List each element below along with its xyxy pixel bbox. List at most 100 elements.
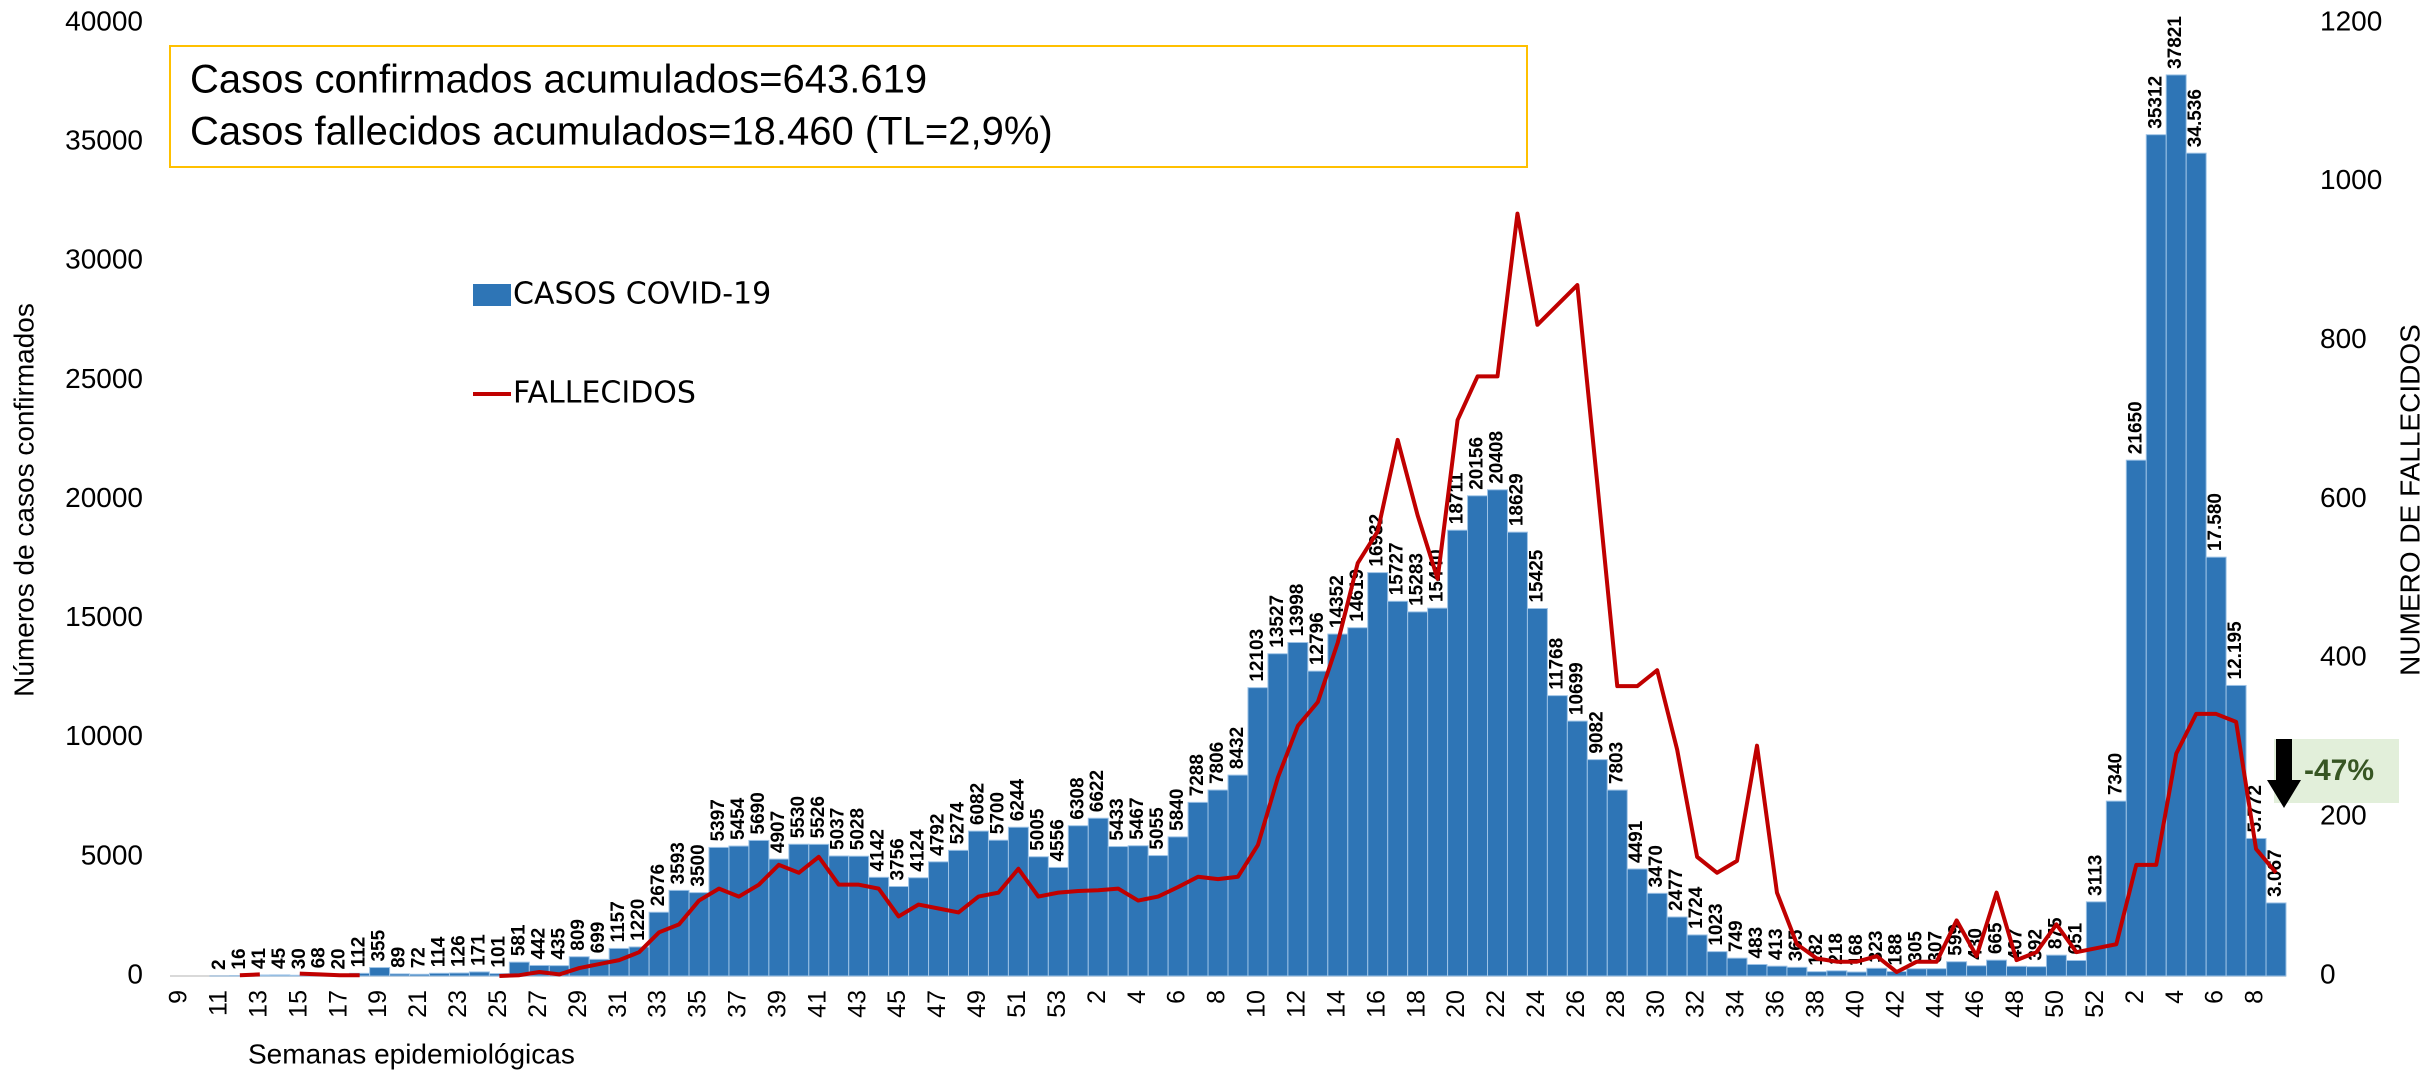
bar — [2065, 959, 2087, 977]
change-label: -47% — [2304, 754, 2374, 787]
value-label: 13998 — [1287, 584, 1308, 637]
value-label: 21650 — [2125, 401, 2146, 454]
x-tick-label: 2 — [2121, 990, 2149, 1004]
bar — [1786, 966, 1808, 977]
bar — [369, 967, 391, 977]
value-label: 7340 — [2105, 753, 2126, 795]
value-label: 5690 — [748, 792, 769, 834]
x-tick-label: 39 — [763, 990, 791, 1018]
bar — [1586, 759, 1608, 977]
bar — [1007, 826, 1029, 977]
x-tick-label: 17 — [324, 990, 352, 1018]
y2-tick-label: 600 — [2320, 482, 2367, 513]
x-tick-label: 22 — [1482, 990, 1510, 1018]
value-label: 30 — [289, 948, 310, 969]
x-tick-label: 32 — [1682, 990, 1710, 1018]
annotation: Casos fallecidos acumulados=18.460 (TL=2… — [190, 110, 1053, 154]
value-label: 305 — [1906, 931, 1927, 963]
bar — [1966, 965, 1988, 977]
value-label: 749 — [1726, 920, 1747, 952]
value-label: 6622 — [1087, 770, 1108, 812]
value-label: 5274 — [948, 802, 969, 845]
x-tick-label: 26 — [1562, 990, 1590, 1018]
y-tick-label: 5000 — [81, 839, 143, 870]
value-label: 7288 — [1187, 754, 1208, 796]
value-label: 89 — [389, 947, 410, 968]
value-label: 2477 — [1666, 869, 1687, 911]
x-tick-label: 37 — [724, 990, 752, 1018]
x-tick-label: 4 — [2161, 990, 2189, 1004]
bar — [1606, 789, 1628, 977]
value-label: 101 — [488, 935, 509, 967]
bar — [1766, 965, 1788, 977]
value-label: 6244 — [1007, 779, 1028, 822]
bar — [1686, 934, 1708, 977]
bar — [2165, 74, 2187, 977]
bar — [788, 843, 810, 977]
bar — [1267, 653, 1289, 977]
x-tick-label: 35 — [684, 990, 712, 1018]
annotation: Casos confirmados acumulados=643.619 — [190, 58, 927, 102]
value-label: 218 — [1826, 933, 1847, 965]
x-tick-label: 2 — [1083, 990, 1111, 1004]
value-label: 5005 — [1027, 808, 1048, 851]
bar — [908, 877, 930, 977]
y-tick-label: 10000 — [65, 720, 143, 751]
bar — [1247, 687, 1269, 977]
bar — [1147, 855, 1169, 977]
y-tick-label: 15000 — [65, 601, 143, 632]
value-label: 20156 — [1467, 437, 1488, 490]
bar — [1506, 531, 1528, 977]
value-label: 581 — [508, 924, 529, 956]
bar — [1067, 825, 1089, 977]
value-label: 7806 — [1207, 742, 1228, 784]
value-label: 15727 — [1387, 542, 1408, 595]
y-tick-label: 20000 — [65, 482, 143, 513]
value-label: 16932 — [1367, 514, 1388, 567]
value-label: 4491 — [1626, 820, 1647, 863]
value-label: 665 — [1986, 922, 2007, 954]
bar — [1027, 856, 1049, 977]
bar — [1746, 963, 1768, 977]
value-label: 5055 — [1147, 807, 1168, 850]
bar — [429, 972, 450, 977]
bar — [1427, 607, 1449, 977]
value-label: 809 — [568, 919, 589, 951]
value-label: 20 — [329, 948, 350, 969]
bar — [1646, 892, 1668, 977]
value-label: 699 — [588, 922, 609, 954]
legend-swatch — [473, 284, 511, 306]
bar — [448, 972, 470, 977]
bar — [2185, 152, 2207, 977]
bar — [1187, 801, 1209, 977]
bar — [1407, 611, 1429, 977]
line — [239, 972, 260, 978]
bar — [1447, 529, 1469, 977]
bar — [748, 839, 770, 977]
value-label: 171 — [468, 934, 489, 966]
x-tick-label: 13 — [244, 990, 272, 1018]
value-label: 12796 — [1307, 612, 1328, 665]
bar — [468, 971, 490, 977]
value-label: 20408 — [1487, 431, 1508, 484]
value-label: 5028 — [848, 808, 869, 850]
x-tick-label: 36 — [1762, 990, 1790, 1018]
value-label: 168 — [1846, 934, 1867, 966]
bar — [888, 886, 910, 977]
value-label: 5840 — [1167, 789, 1188, 831]
value-label: 18711 — [1447, 472, 1468, 524]
x-tick-label: 8 — [2241, 990, 2269, 1004]
bar — [1846, 971, 1868, 977]
y-tick-label: 25000 — [65, 363, 143, 394]
value-label: 5433 — [1107, 798, 1128, 840]
bar — [409, 973, 431, 977]
bar — [1866, 967, 1888, 977]
value-label: 6082 — [967, 783, 988, 825]
value-label: 18629 — [1506, 473, 1527, 526]
bar — [1526, 607, 1548, 977]
value-label: 5530 — [788, 796, 809, 838]
x-tick-label: 19 — [364, 990, 392, 1018]
y-axis-title: Números de casos confirmados — [8, 303, 39, 697]
bar — [1107, 846, 1129, 977]
